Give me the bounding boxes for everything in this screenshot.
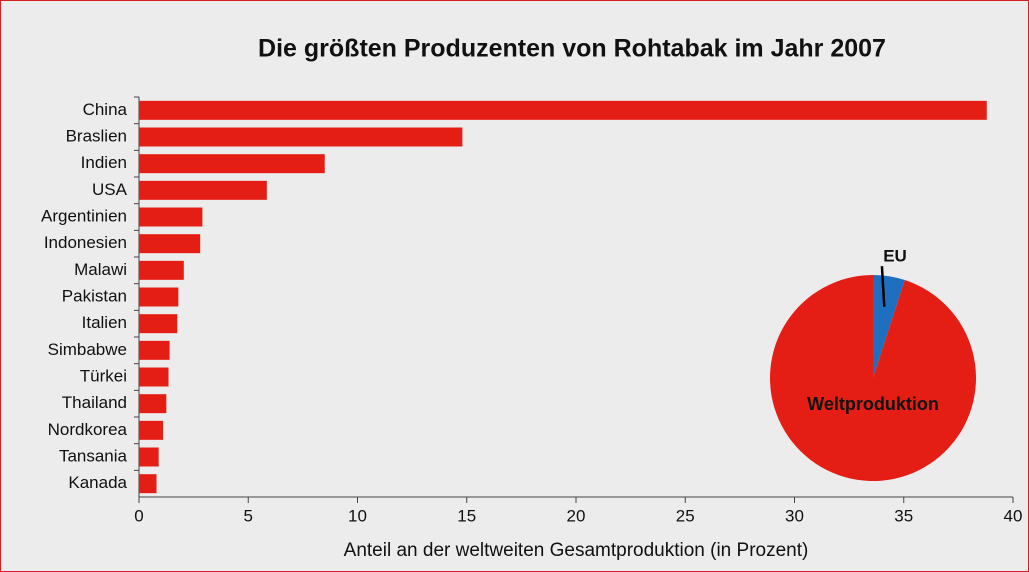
y-tick-label: Türkei [80,366,127,385]
y-tick-label: Italien [82,313,127,332]
pie-label: EU [883,246,907,265]
bar [139,127,463,147]
bar [139,314,178,334]
y-tick-label: Thailand [62,393,127,412]
y-tick-label: Braslien [66,126,127,145]
x-tick-label: 10 [348,506,367,525]
y-tick-label: Pakistan [62,286,127,305]
y-tick-label: Malawi [74,260,127,279]
y-tick-label: Indien [81,153,127,172]
chart-title: Die größten Produzenten von Rohtabak im … [258,35,886,63]
bar [139,394,167,414]
x-tick-label: 20 [567,506,586,525]
bar [139,180,267,200]
bar [139,207,203,227]
bar [139,154,325,174]
x-tick-label: 25 [676,506,695,525]
pie-slice [770,275,976,481]
bar [139,100,987,120]
bar [139,234,201,254]
y-tick-label: USA [92,180,128,199]
bar [139,340,170,360]
pie-slice [873,275,905,378]
y-tick-label: Nordkorea [48,420,128,439]
bar [139,420,164,440]
y-tick-label: Indonesien [44,233,127,252]
bar [139,287,179,307]
bar [139,474,157,494]
y-tick-label: Tansania [59,446,128,465]
y-tick-label: Simbabwe [48,340,127,359]
x-tick-label: 30 [785,506,804,525]
pie-label: Weltproduktion [807,394,939,414]
x-tick-label: 35 [894,506,913,525]
leader-line [880,266,886,307]
y-tick-label: Argentinien [41,206,127,225]
x-tick-label: 5 [244,506,253,525]
y-tick-label: Kanada [68,473,127,492]
x-tick-label: 0 [134,506,143,525]
x-tick-label: 15 [457,506,476,525]
y-tick-label: China [83,100,128,119]
bar [139,447,159,467]
x-tick-label: 40 [1004,506,1023,525]
bar [139,367,169,387]
x-axis-title: Anteil an der weltweiten Gesamtproduktio… [344,540,809,561]
bar [139,260,184,280]
